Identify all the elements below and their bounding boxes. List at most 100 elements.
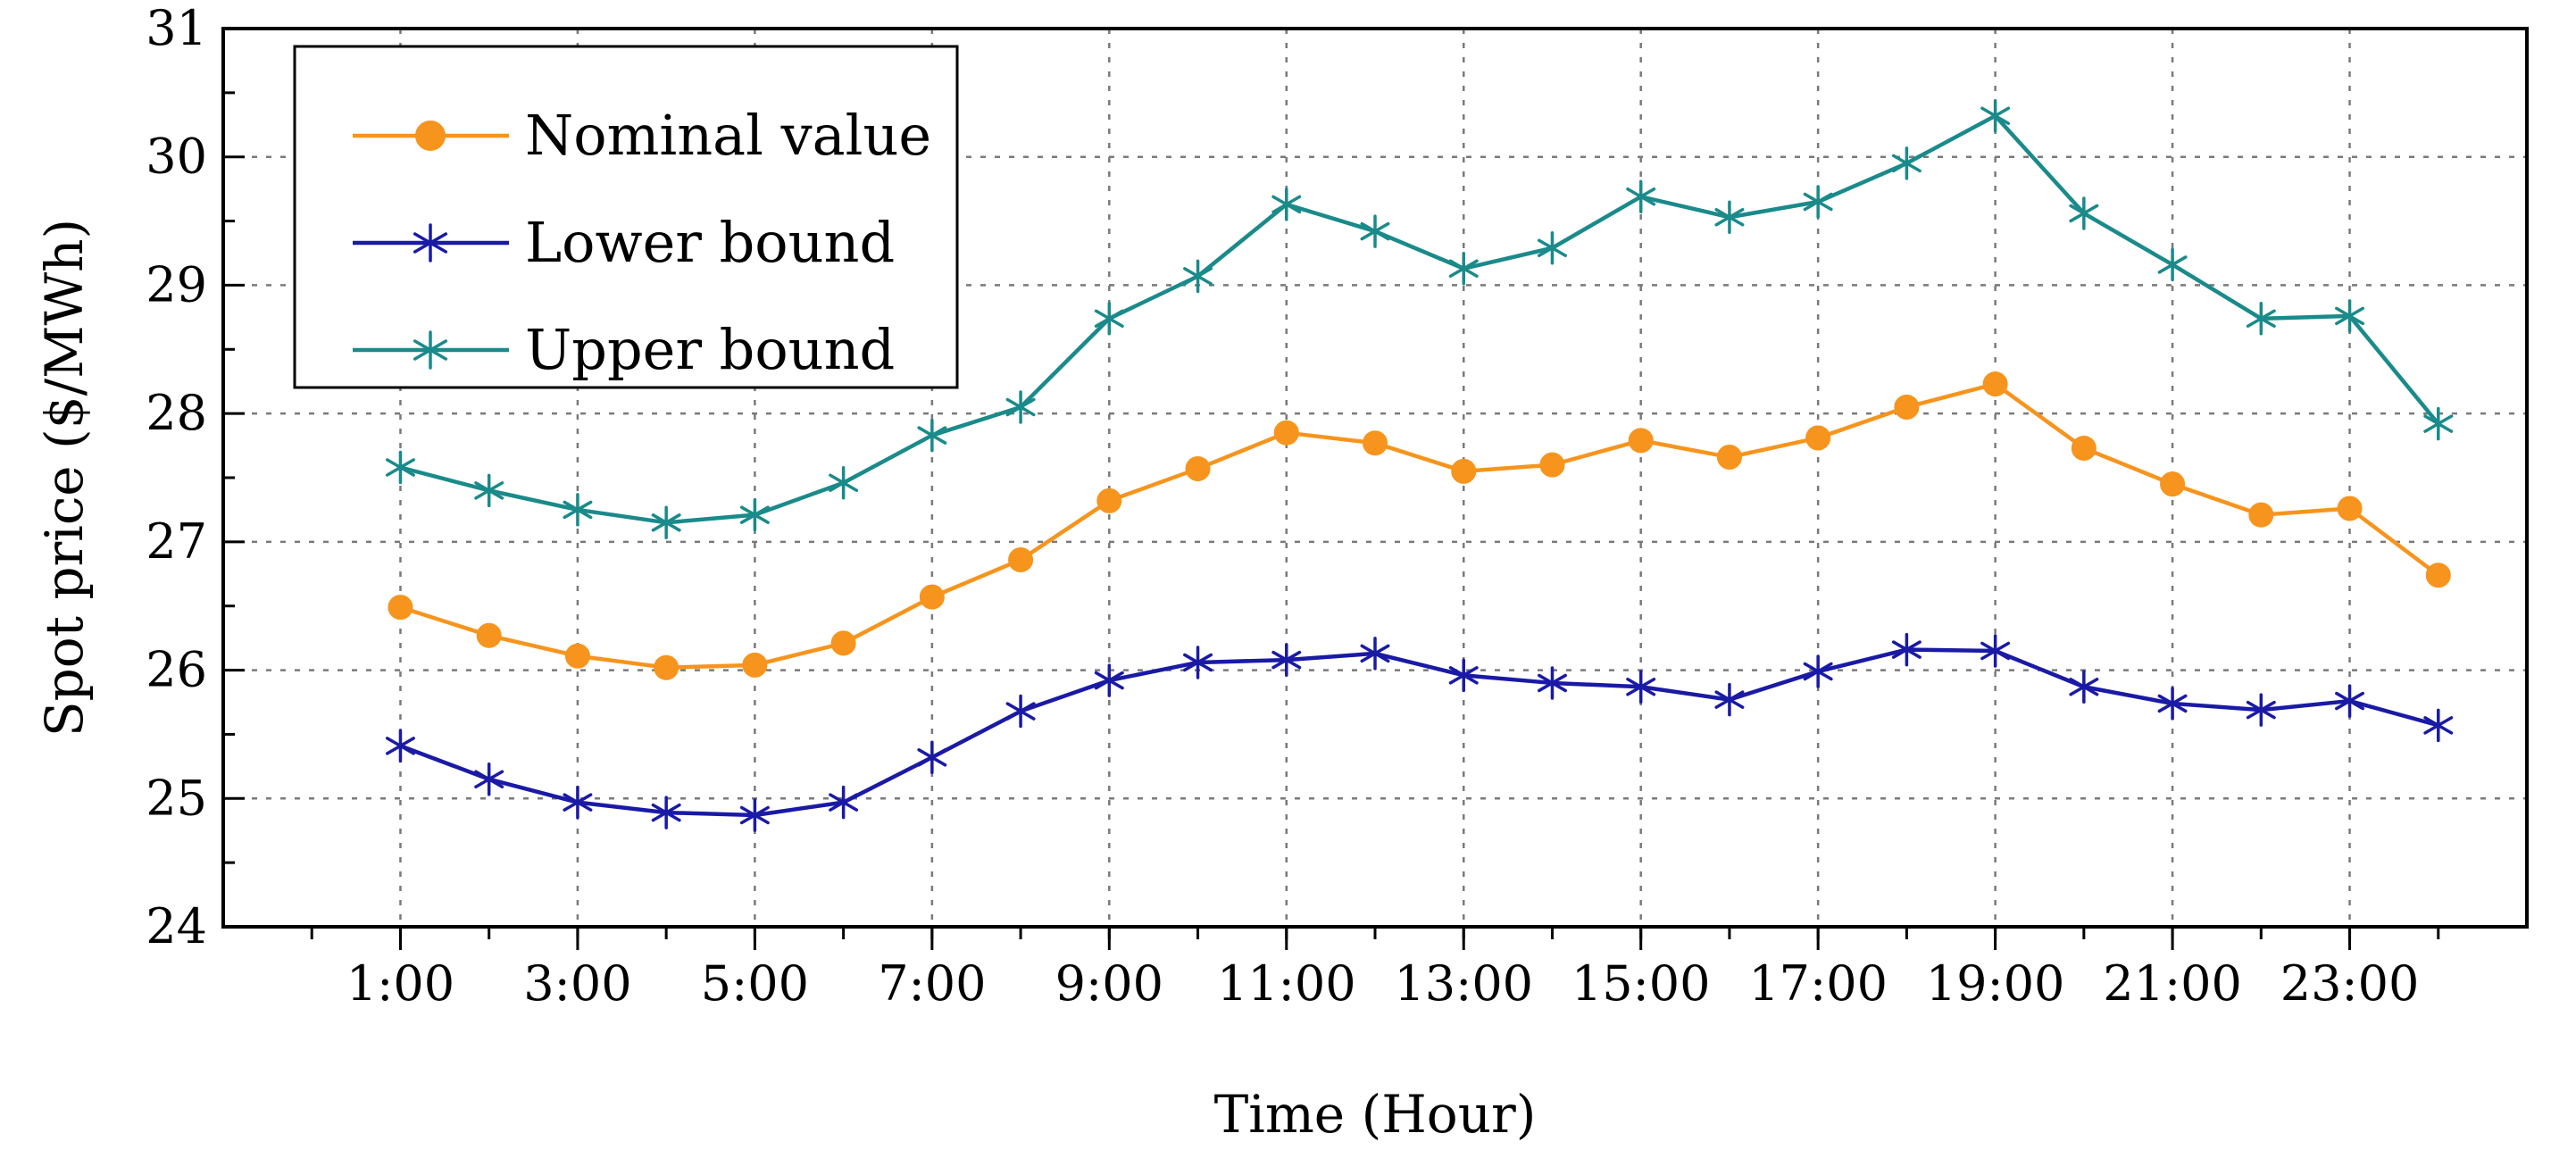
marker-stroke	[1360, 221, 1390, 241]
data-point-nominal-value	[2425, 562, 2451, 588]
x-tick-label: 13:00	[1394, 955, 1533, 1012]
data-point-upper-bound	[385, 450, 415, 485]
marker-stroke	[1448, 259, 1479, 278]
marker-stroke	[1005, 702, 1036, 721]
legend-marker-nominal-value	[415, 121, 446, 151]
marker-stroke	[829, 793, 859, 812]
data-point-nominal-value	[2160, 471, 2186, 497]
series-line-lower-bound	[399, 647, 2439, 818]
data-point-lower-bound	[1891, 632, 1922, 667]
data-point-upper-bound	[2335, 299, 2365, 333]
legend-label-lower-bound: Lower bound	[525, 210, 895, 275]
data-point-upper-bound	[2157, 247, 2188, 282]
data-point-lower-bound	[385, 729, 415, 763]
marker-stroke	[1714, 208, 1745, 227]
series-line-upper-bound	[399, 113, 2440, 525]
x-tick-label: 9:00	[1055, 955, 1163, 1012]
data-point-nominal-value	[830, 630, 856, 656]
axis-ticks	[223, 27, 2440, 950]
x-tick-label: 19:00	[1926, 955, 2065, 1012]
data-point-nominal-value	[2071, 435, 2097, 461]
marker-stroke	[1271, 195, 1302, 214]
data-point-nominal-value	[742, 652, 768, 678]
marker-stroke	[1094, 671, 1124, 690]
data-point-nominal-value	[2337, 496, 2363, 521]
marker-stroke	[1980, 106, 2011, 125]
data-point-nominal-value	[1982, 371, 2008, 397]
data-point-nominal-value	[1451, 458, 1477, 484]
y-tick-label: 25	[146, 770, 207, 826]
marker-stroke	[917, 426, 947, 445]
grid-lines	[223, 29, 2527, 927]
marker-stroke	[2423, 716, 2454, 735]
marker-stroke	[2335, 691, 2365, 711]
marker-stroke	[1714, 690, 1745, 709]
marker-stroke	[563, 500, 593, 520]
marker-stroke	[2069, 204, 2099, 223]
marker-stroke	[2246, 700, 2276, 720]
marker-stroke	[917, 748, 947, 767]
x-tick-label: 23:00	[2280, 955, 2420, 1012]
data-point-upper-bound	[1360, 214, 1390, 248]
data-point-upper-bound	[1626, 179, 1656, 214]
legend-marker-upper-bound	[413, 330, 448, 370]
y-tick-label: 24	[146, 898, 207, 954]
data-point-upper-bound	[739, 497, 770, 532]
data-series	[385, 98, 2454, 832]
data-point-lower-bound	[1803, 654, 1833, 688]
y-tick-label: 30	[146, 129, 207, 185]
x-axis-title: Time (Hour)	[1214, 1084, 1537, 1145]
data-point-lower-bound	[1183, 646, 1213, 679]
data-point-lower-bound	[739, 798, 770, 832]
marker-stroke	[1271, 650, 1302, 670]
marker-stroke	[1891, 640, 1922, 659]
tick-labels: 24 25 26 27 28 29 30 31 1:00 3:00 5:00 7:00 9:00 11:0…	[146, 0, 2419, 1012]
x-tick-label: 7:00	[878, 955, 986, 1012]
data-point-lower-bound	[2423, 708, 2454, 743]
data-point-lower-bound	[1626, 670, 1656, 704]
data-point-upper-bound	[651, 505, 681, 540]
data-point-lower-bound	[1980, 634, 2011, 668]
marker-stroke	[1626, 678, 1656, 696]
data-point-nominal-value	[654, 654, 679, 680]
data-point-lower-bound	[1005, 694, 1036, 729]
legend-marker-lower-bound	[413, 223, 448, 262]
x-tick-label: 17:00	[1748, 955, 1888, 1012]
marker-stroke	[1094, 309, 1124, 329]
data-point-upper-bound	[1891, 146, 1922, 180]
marker-stroke	[1360, 644, 1390, 663]
marker-stroke	[1005, 397, 1036, 417]
data-point-nominal-value	[564, 643, 590, 669]
data-point-upper-bound	[2246, 302, 2276, 336]
x-tick-label: 15:00	[1571, 955, 1711, 1012]
x-tick-label: 5:00	[701, 955, 809, 1012]
data-point-nominal-value	[1539, 452, 1565, 478]
marker-stroke	[1448, 666, 1479, 685]
marker-stroke	[1537, 673, 1567, 693]
data-point-upper-bound	[1094, 302, 1124, 336]
data-point-nominal-value	[476, 622, 502, 648]
marker-stroke	[1803, 662, 1833, 681]
marker-stroke	[413, 339, 448, 361]
data-point-upper-bound	[2423, 406, 2454, 441]
x-tick-label: 11:00	[1217, 955, 1356, 1012]
marker-stroke	[1626, 188, 1656, 206]
data-point-lower-bound	[651, 796, 681, 829]
data-point-lower-bound	[474, 762, 504, 796]
x-tick-label: 1:00	[346, 955, 454, 1012]
marker-stroke	[651, 803, 681, 822]
data-point-lower-bound	[563, 785, 593, 820]
y-axis-title: Spot price ($/MWh)	[34, 219, 95, 737]
data-point-lower-bound	[1271, 643, 1302, 677]
y-tick-label: 28	[146, 385, 207, 441]
marker-stroke	[563, 793, 593, 812]
data-point-upper-bound	[1183, 259, 1213, 294]
marker-stroke	[1803, 192, 1833, 212]
data-point-nominal-value	[1894, 394, 1920, 420]
data-point-nominal-value	[2248, 502, 2274, 528]
data-point-lower-bound	[1714, 682, 1745, 717]
y-tick-label: 29	[146, 256, 207, 312]
data-point-upper-bound	[1005, 390, 1036, 424]
data-point-nominal-value	[1096, 488, 1122, 513]
